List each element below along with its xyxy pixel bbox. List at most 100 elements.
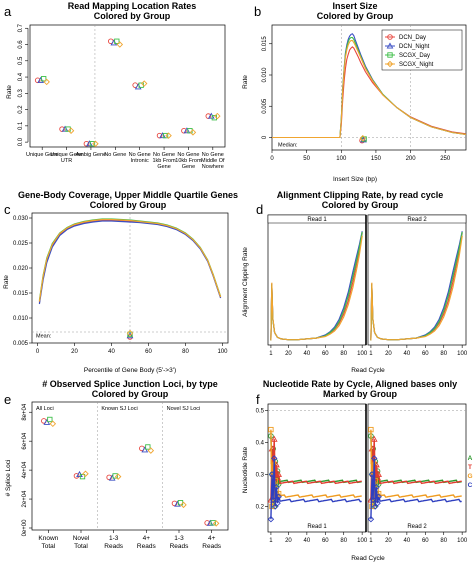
panel-e-point: [79, 473, 86, 480]
panel-a-ytick-label: 0.0: [18, 137, 24, 146]
panel-a: a Read Mapping Location Rates Colored by…: [4, 1, 226, 170]
panel-e: e # Observed Splice Junction Loci, by ty…: [4, 379, 229, 550]
panel-e-point: [212, 520, 220, 527]
panel-f-point: [269, 496, 277, 504]
panel-a-ytick-label: 0.1: [18, 121, 24, 130]
panel-f-point: [274, 499, 281, 507]
panel-b-ytick-label: 0.010: [262, 67, 268, 83]
panel-d-series-line: [370, 231, 463, 341]
panel-e-point: [112, 473, 118, 479]
panel-e-ytick-label: 2e+04: [22, 490, 28, 508]
panel-e-point: [210, 520, 216, 526]
panel-d-series-line: [270, 232, 363, 341]
panel-d-xtick-label: 40: [404, 351, 411, 357]
panel-f-xlabel: Read Cycle: [351, 555, 385, 562]
panel-e-xtick-label: 1-3: [109, 535, 119, 542]
panel-f-xtick-label: 20: [385, 538, 392, 544]
panel-f-facet-label-bg: [298, 522, 336, 530]
panel-d-xtick-label: 100: [357, 351, 368, 357]
panel-f-point: [268, 426, 274, 433]
panel-e-section-label: All Loci: [36, 406, 54, 412]
panel-b-legend-box: [381, 29, 463, 71]
panel-d-title: Alignment Clipping Rate, by read cycle: [277, 190, 444, 200]
panel-e-ytick-label: 6e+04: [22, 432, 28, 450]
panel-a-xtick-label-line: No Gene: [129, 152, 151, 158]
panel-a-point: [165, 132, 172, 139]
panel-b-subtitle: Colored by Group: [317, 11, 394, 21]
panel-e-ytick-label: 8e+04: [22, 403, 28, 421]
panel-a-ytick-label: 0.7: [18, 23, 24, 32]
panel-d-xtick-label: 40: [304, 351, 311, 357]
panel-b-legend-label: DCN_Night: [399, 44, 430, 50]
panel-d-facet-strip: [367, 214, 467, 224]
panel-e-xtick-label: Reads: [202, 543, 222, 550]
panel-f-xtick-label: 100: [457, 538, 468, 544]
panel-e-point: [174, 500, 181, 507]
panel-b-series-line: [272, 40, 467, 139]
panel-c-plot: 0.005 0.010 0.015 0.020 0.025 0.030 0 20 40 60 80 1…: [13, 212, 229, 355]
panel-c-xtick-label: 100: [217, 349, 228, 355]
panel-a-point: [41, 76, 47, 82]
panel-f-point: [273, 461, 280, 468]
panel-b-plot: 0 0.005 0.010 0.015 0 50 100 150 200 250 Median: DC…: [262, 24, 467, 162]
panel-e-xtick-label: 4+: [208, 535, 216, 542]
panel-e-section-label: Novel SJ Loci: [167, 406, 201, 412]
panel-label-d: d: [256, 202, 263, 217]
panel-f-ytick-label: 0.3: [256, 472, 265, 478]
panel-f-xtick-label: 60: [322, 538, 329, 544]
panel-c-mean-marker: [126, 332, 134, 339]
panel-b-xtick-label: 250: [440, 156, 451, 162]
panel-f-xtick-label: 20: [285, 538, 292, 544]
panel-a-point: [183, 127, 191, 134]
panel-a-point: [86, 140, 93, 147]
panel-f-point: [270, 435, 278, 442]
panel-b-legend-label: SCGX_Night: [399, 62, 434, 68]
panel-d-series-line: [370, 232, 463, 341]
panel-b-xtick-label: 200: [406, 156, 417, 162]
panel-label-e: e: [4, 392, 11, 407]
panel-f-xtick-label: 80: [440, 538, 447, 544]
panel-f-xtick-label: 1: [269, 538, 273, 544]
panel-f-point: [375, 470, 383, 477]
panel-c-subtitle: Colored by Group: [90, 200, 167, 210]
panel-c-ytick-label: 0.030: [13, 216, 29, 222]
panel-f-series-line: [270, 439, 362, 501]
panel-b-frame: [271, 24, 467, 151]
panel-a-xtick-label: Unique Gene: [26, 152, 58, 158]
panel-a-ytick-label: 0.4: [18, 72, 24, 81]
panel-f-point: [275, 493, 282, 501]
panel-e-xtick-label: Total: [41, 543, 55, 550]
panel-d-series-line: [270, 231, 363, 341]
panel-e-ytick-label: 4e+04: [22, 461, 28, 479]
panel-c-ytick-label: 0.015: [13, 291, 29, 297]
panel-e-xtick-label: Reads: [170, 543, 190, 550]
panel-c-mean-marker: [127, 331, 133, 338]
panel-f-xtick-label: 40: [404, 538, 411, 544]
panel-a-xtick-label-line: Unique Gene: [50, 152, 82, 158]
panel-c-ytick-label: 0.020: [13, 266, 29, 272]
panel-f-point: [370, 435, 378, 442]
panel-f-series-line: [370, 429, 462, 507]
panel-a-point: [140, 80, 148, 87]
panel-label-f: f: [256, 392, 260, 407]
panel-d-xtick-label: 80: [440, 351, 447, 357]
panel-f-point: [369, 496, 377, 504]
panel-a-xtick-label: Ambig Gene: [76, 152, 107, 158]
panel-e-xtick-label: Total: [74, 543, 88, 550]
panel-c-mean-marker: [126, 329, 134, 337]
panel-c-mean-label: Mean:: [36, 334, 52, 340]
panel-a-xtick-label-line: 10kb From: [175, 158, 202, 164]
panel-b-ytick-label: 0.015: [262, 36, 268, 52]
panel-b-xtick-label: 50: [303, 156, 310, 162]
panel-d-series-line: [370, 235, 463, 341]
panel-d-plot: Read 1 1 20 40 60 80 100 Read 2 1 20 40 60 80 100: [267, 214, 468, 357]
panel-c-ytick-label: 0.025: [13, 241, 29, 247]
panel-f-point: [367, 515, 375, 523]
panel-f-series-line: [370, 439, 462, 501]
panel-e-subtitle: Colored by Group: [92, 389, 169, 399]
panel-c-xtick-label: 60: [145, 349, 152, 355]
panel-b-legend-marker: [386, 42, 394, 49]
panel-e-frame: [31, 401, 229, 531]
panel-f-series-line: [370, 458, 462, 520]
panel-d: d Alignment Clipping Rate, by read cycle…: [242, 190, 468, 374]
